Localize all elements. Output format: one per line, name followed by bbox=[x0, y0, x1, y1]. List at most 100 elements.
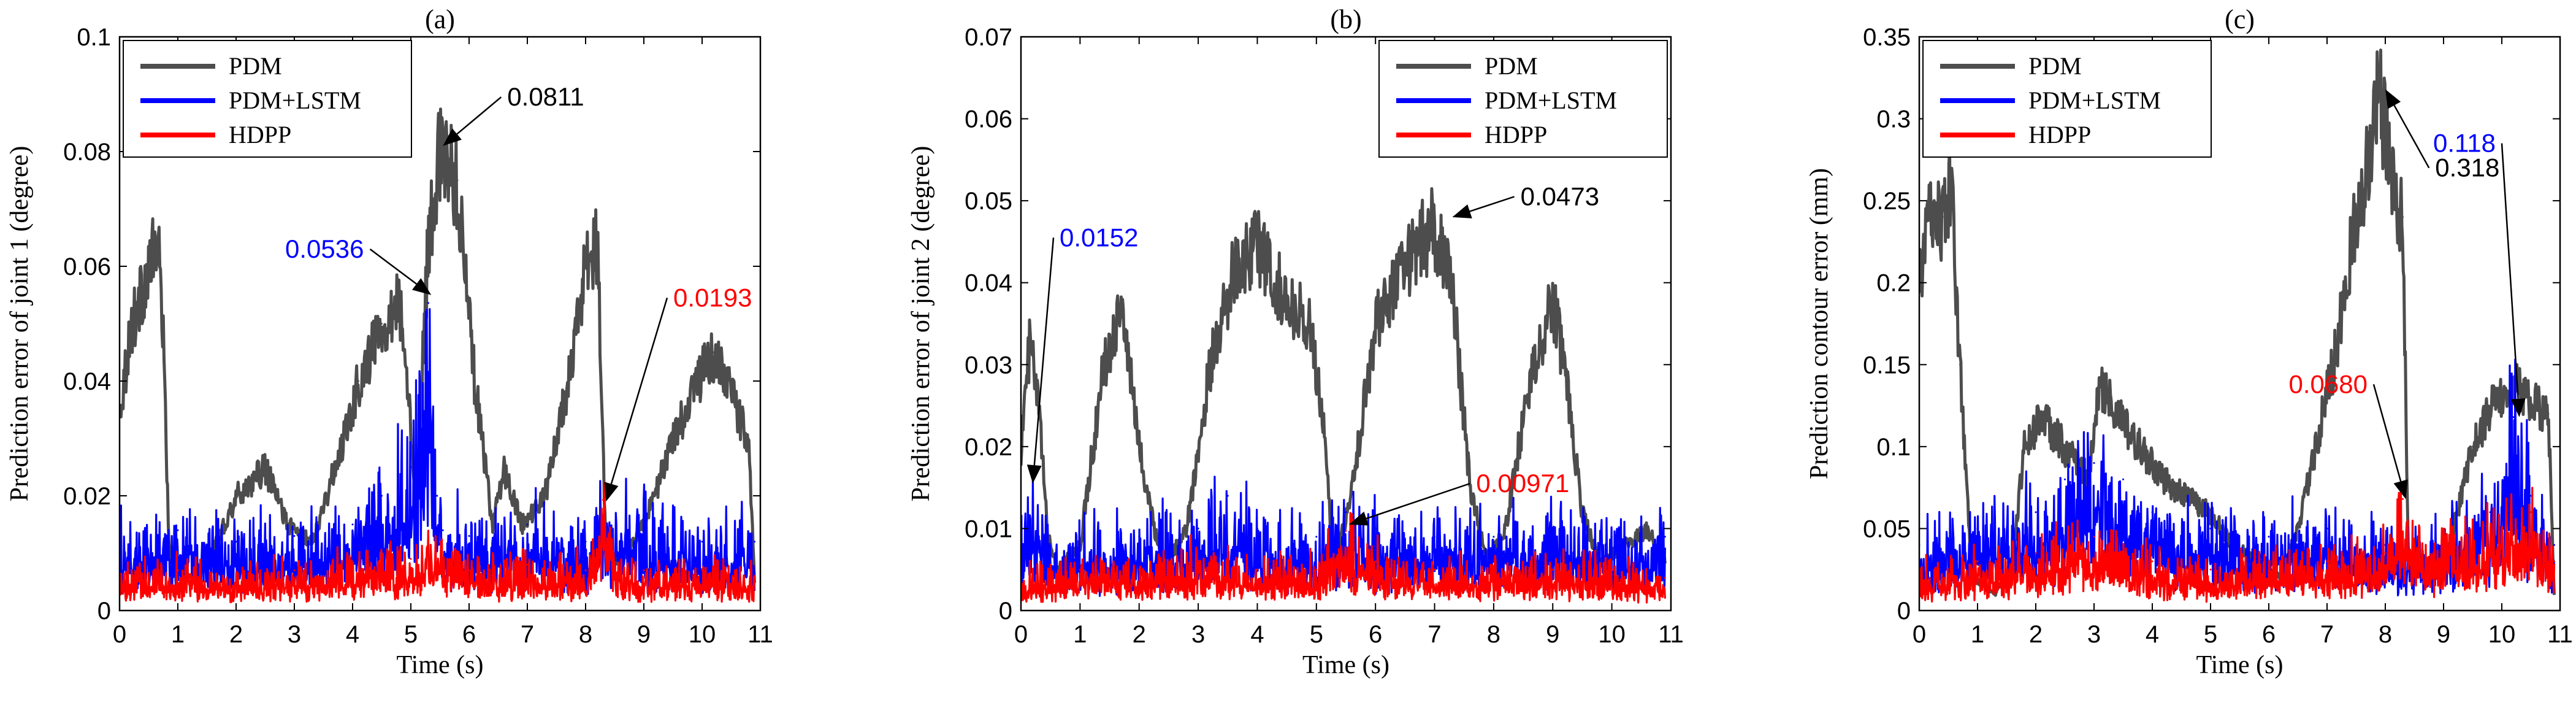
data-point-pdm-lstm bbox=[293, 535, 296, 537]
y-axis-label: Prediction error of joint 1 (degree) bbox=[6, 146, 34, 502]
legend-label: PDM bbox=[229, 52, 282, 80]
data-point-hdpp bbox=[754, 575, 755, 577]
data-point-hdpp bbox=[2384, 552, 2387, 554]
annotation-arrow-line bbox=[456, 96, 502, 135]
annotation-arrow-line bbox=[2393, 105, 2430, 169]
annotation-arrow-head bbox=[2385, 89, 2401, 109]
legend: PDM PDM+LSTM HDPP bbox=[123, 40, 412, 158]
data-point-hdpp bbox=[177, 569, 179, 571]
x-tick-label: 6 bbox=[1369, 621, 1382, 648]
data-point-hdpp bbox=[439, 541, 441, 543]
data-point-pdm-lstm bbox=[410, 466, 412, 468]
data-point-hdpp bbox=[2151, 560, 2154, 563]
y-tick-label: 0.35 bbox=[1863, 24, 1911, 51]
y-tick-label: 0.02 bbox=[63, 483, 111, 510]
annotation-label: 0.0811 bbox=[507, 82, 584, 111]
data-point-pdm bbox=[596, 236, 598, 239]
x-tick-label: 9 bbox=[2437, 621, 2450, 648]
data-point-pdm-lstm bbox=[1226, 495, 1229, 497]
x-tick-label: 10 bbox=[689, 621, 716, 648]
series-line-hdpp bbox=[1021, 512, 1666, 604]
data-point-hdpp bbox=[1256, 568, 1258, 571]
x-axis-label: Time (s) bbox=[397, 651, 484, 679]
data-point-hdpp bbox=[584, 569, 587, 571]
annotation-label: 0.00971 bbox=[1476, 469, 1569, 498]
data-point-pdm bbox=[521, 523, 522, 526]
data-point-pdm bbox=[1469, 487, 1471, 489]
data-point-hdpp bbox=[701, 569, 703, 571]
data-point-hdpp bbox=[2326, 560, 2328, 563]
data-point-pdm bbox=[1321, 404, 1323, 407]
data-point-hdpp bbox=[1197, 560, 1199, 563]
data-point-pdm-lstm bbox=[427, 302, 429, 304]
data-point-hdpp bbox=[2035, 552, 2037, 554]
data-point-pdm-lstm bbox=[2209, 527, 2212, 530]
x-tick-label: 6 bbox=[462, 621, 476, 648]
y-axis-label: Prediction contour error (mm) bbox=[1805, 168, 1833, 479]
data-point-hdpp bbox=[1138, 568, 1141, 571]
data-point-pdm bbox=[2472, 445, 2474, 448]
data-point-pdm bbox=[1451, 282, 1453, 284]
y-tick-label: 0.06 bbox=[965, 106, 1012, 133]
data-point-pdm-lstm bbox=[2151, 511, 2154, 514]
legend: PDM PDM+LSTM HDPP bbox=[1922, 40, 2212, 158]
x-tick-label: 3 bbox=[1191, 621, 1205, 648]
data-point-pdm bbox=[2116, 412, 2119, 415]
legend-label: HDPP bbox=[2028, 121, 2091, 148]
data-point-hdpp bbox=[410, 558, 412, 560]
data-point-pdm bbox=[1941, 216, 1944, 218]
y-tick-label: 0.05 bbox=[1863, 515, 1911, 542]
annotation-label: 0.318 bbox=[2435, 153, 2499, 182]
data-point-pdm bbox=[1551, 298, 1554, 300]
legend-label: PDM bbox=[2028, 52, 2082, 80]
data-point-hdpp bbox=[351, 563, 354, 566]
data-point-pdm bbox=[398, 294, 400, 296]
data-point-pdm-lstm bbox=[2035, 511, 2037, 514]
data-point-hdpp bbox=[1551, 568, 1554, 571]
data-point-pdm bbox=[2297, 527, 2299, 530]
x-tick-label: 5 bbox=[1310, 621, 1323, 648]
y-axis-label: Prediction error of joint 2 (degree) bbox=[907, 146, 935, 502]
data-point-pdm bbox=[1404, 257, 1406, 260]
annotation-arrow-head bbox=[443, 128, 462, 146]
x-tick-label: 11 bbox=[747, 621, 773, 648]
axes-frame bbox=[1020, 36, 1672, 612]
y-tick-label: 0.07 bbox=[965, 24, 1012, 51]
data-point-pdm bbox=[439, 145, 441, 147]
x-tick-label: 5 bbox=[404, 621, 418, 648]
data-point-pdm bbox=[2402, 216, 2404, 218]
data-point-pdm-lstm bbox=[701, 541, 703, 543]
x-tick-label: 3 bbox=[2087, 621, 2101, 648]
data-point-pdm bbox=[2553, 593, 2555, 595]
y-tick-label: 0.04 bbox=[965, 270, 1012, 297]
annotation-arrow-line bbox=[1366, 482, 1470, 520]
panel-2: 0 1 2 3 4 5 6 7 8 9 10 11 0 0.01 0.02 0.03 0.04 0.05 0.06 0… bbox=[907, 4, 1684, 679]
data-point-pdm bbox=[1646, 527, 1648, 530]
x-tick-label: 9 bbox=[637, 621, 651, 648]
data-point-hdpp bbox=[1976, 560, 1979, 563]
data-point-pdm bbox=[2379, 88, 2380, 90]
y-tick-label: 0.25 bbox=[1863, 188, 1911, 215]
data-point-pdm bbox=[2041, 412, 2043, 415]
data-point-pdm-lstm bbox=[1976, 527, 1979, 530]
x-tick-label: 10 bbox=[1598, 621, 1626, 648]
data-point-hdpp bbox=[602, 499, 604, 501]
annotation-label: 0.0473 bbox=[1521, 182, 1599, 211]
axes-frame bbox=[118, 36, 762, 612]
data-point-pdm-lstm bbox=[177, 529, 179, 531]
data-point-pdm-lstm bbox=[1374, 527, 1377, 530]
data-point-hdpp bbox=[1345, 530, 1347, 532]
data-point-pdm bbox=[713, 351, 715, 353]
data-point-pdm bbox=[334, 466, 336, 468]
data-point-pdm bbox=[567, 380, 569, 382]
x-tick-label: 0 bbox=[113, 621, 126, 648]
data-point-hdpp bbox=[1315, 568, 1318, 571]
annotation-arrow-line bbox=[369, 249, 417, 285]
x-tick-label: 4 bbox=[1250, 621, 1264, 648]
data-point-pdm bbox=[357, 380, 359, 382]
data-point-pdm-lstm bbox=[1611, 536, 1613, 538]
annotation-arrow-head bbox=[1026, 464, 1042, 484]
data-point-pdm-lstm bbox=[2326, 527, 2328, 530]
legend-label: HDPP bbox=[1485, 121, 1547, 148]
